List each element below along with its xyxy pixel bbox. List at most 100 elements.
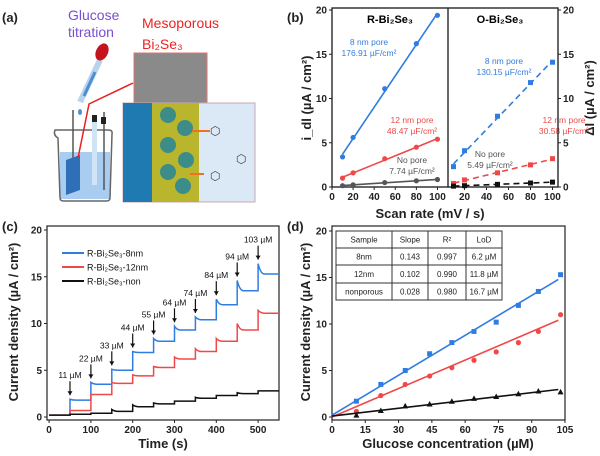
y-tick-label: 20 [316, 6, 328, 17]
panel-b: (b) Scan rate (mV / s) i_dl (µA / cm²) Δ… [287, 6, 597, 222]
x-tick-label: 100 [544, 192, 561, 203]
right-title: O-Bi₂Se₃ [477, 14, 524, 26]
data-point [451, 183, 456, 189]
annotation-label: 74 µM [183, 288, 207, 298]
data-point [382, 156, 388, 162]
data-point [558, 272, 564, 278]
fit-line [331, 388, 559, 417]
annotation: No pore [475, 149, 506, 159]
data-point [495, 181, 500, 187]
x-tick-label: 105 [557, 425, 574, 436]
legend-label: R-Bi₂Se₃-12nm [87, 263, 148, 273]
plot-frame [331, 225, 566, 421]
data-point [550, 179, 555, 185]
data-point [535, 288, 541, 294]
x-tick-label: 0 [46, 425, 52, 436]
data-point [535, 387, 542, 394]
annotation-label: 11 µM [58, 370, 81, 380]
annotation-label: 55 µM [142, 309, 166, 319]
y-axis-label: Current density (µA / cm²) [298, 243, 313, 402]
data-point [471, 328, 477, 334]
table-cell: 16.7 µM [469, 288, 498, 297]
data-point [413, 178, 419, 184]
x-tick-label: 40 [481, 192, 493, 203]
mesoporous-label-line2: Bi₂Se₃ [142, 36, 183, 52]
annotation: No pore [397, 155, 428, 165]
y-tick-label: 20 [316, 227, 328, 238]
data-point [528, 162, 533, 168]
x-tick-label: 20 [348, 192, 360, 203]
annotation: 12 nm pore [391, 115, 434, 125]
table-cell: 0.990 [437, 270, 458, 279]
y-tick-label: 10 [31, 319, 43, 330]
y-tick-label: 15 [316, 50, 328, 61]
x-tick-label: 200 [124, 425, 141, 436]
y-tick-label: 5 [321, 366, 327, 377]
y-tick-label: 5 [36, 366, 42, 377]
x-tick-label: 100 [429, 192, 446, 203]
x-tick-label: 30 [393, 425, 405, 436]
data-point [350, 182, 356, 188]
series-line [49, 263, 279, 416]
annotation: 7.74 µF/cm² [389, 166, 435, 176]
x-tick-label: 60 [503, 192, 515, 203]
y-tick-label-right: 15 [563, 50, 575, 61]
data-point [378, 393, 384, 399]
x-tick-label: 20 [459, 192, 471, 203]
data-point [495, 170, 500, 176]
table-header: Slope [400, 236, 421, 245]
panel-c-label: (c) [2, 219, 18, 234]
x-tick-label: 400 [208, 425, 225, 436]
data-point [451, 180, 456, 186]
data-point [382, 179, 388, 186]
data-point [557, 388, 564, 395]
x-tick-label: 100 [83, 425, 100, 436]
glucose-molecule-icon: ⬡ [236, 152, 246, 166]
fit-line [452, 59, 554, 165]
plot-frame [331, 7, 559, 188]
y-tick-label-right: 20 [563, 6, 575, 17]
panel-b-label: (b) [287, 10, 304, 25]
legend-label: R-Bi₂Se₃-8nm [87, 249, 143, 259]
data-point [402, 381, 408, 388]
data-point [339, 175, 346, 181]
y-tick-label: 0 [36, 413, 42, 424]
data-point [462, 183, 467, 189]
y-tick-label: 20 [31, 226, 43, 237]
arrow-head-icon [67, 391, 73, 396]
data-point [449, 340, 455, 346]
table-cell: 6.2 µM [472, 253, 497, 262]
x-tick-label: 90 [526, 425, 538, 436]
data-point [402, 402, 409, 409]
annotation: 8 nm pore [350, 37, 389, 47]
annotation: 130.15 µF/cm² [477, 67, 532, 77]
fit-line [342, 137, 438, 179]
pointer-arrow [77, 82, 134, 159]
data-point [434, 176, 441, 183]
data-point [427, 373, 433, 379]
data-point [350, 170, 356, 176]
data-point [550, 156, 555, 162]
table-cell: 11.8 µM [470, 270, 499, 279]
annotation-label: 44 µM [121, 323, 145, 333]
x-tick-label: 80 [411, 192, 423, 203]
data-point [535, 328, 541, 335]
electrode-schematic: ⬡ ⬡ ⬡ [122, 102, 256, 203]
panel-a-label: (a) [2, 10, 18, 25]
data-point [426, 400, 433, 407]
data-point [471, 395, 478, 401]
series-line [49, 390, 279, 416]
annotation: 12 nm pore [543, 115, 586, 125]
legend-label: R-Bi₂Se₃-non [87, 277, 141, 287]
table-cell: 0.102 [400, 270, 421, 279]
data-point [528, 80, 533, 86]
fit-line [341, 12, 439, 155]
arrow-head-icon [213, 291, 219, 296]
panel-a: (a) Glucose titration Mesoporous Bi₂Se₃ [2, 7, 256, 203]
annotation-label: 94 µM [225, 251, 249, 261]
data-point [402, 368, 408, 373]
arrow-head-icon [171, 318, 177, 323]
x-tick-label: 500 [250, 425, 267, 436]
arrow-head-icon [88, 374, 94, 379]
table-header: LoD [477, 236, 492, 245]
